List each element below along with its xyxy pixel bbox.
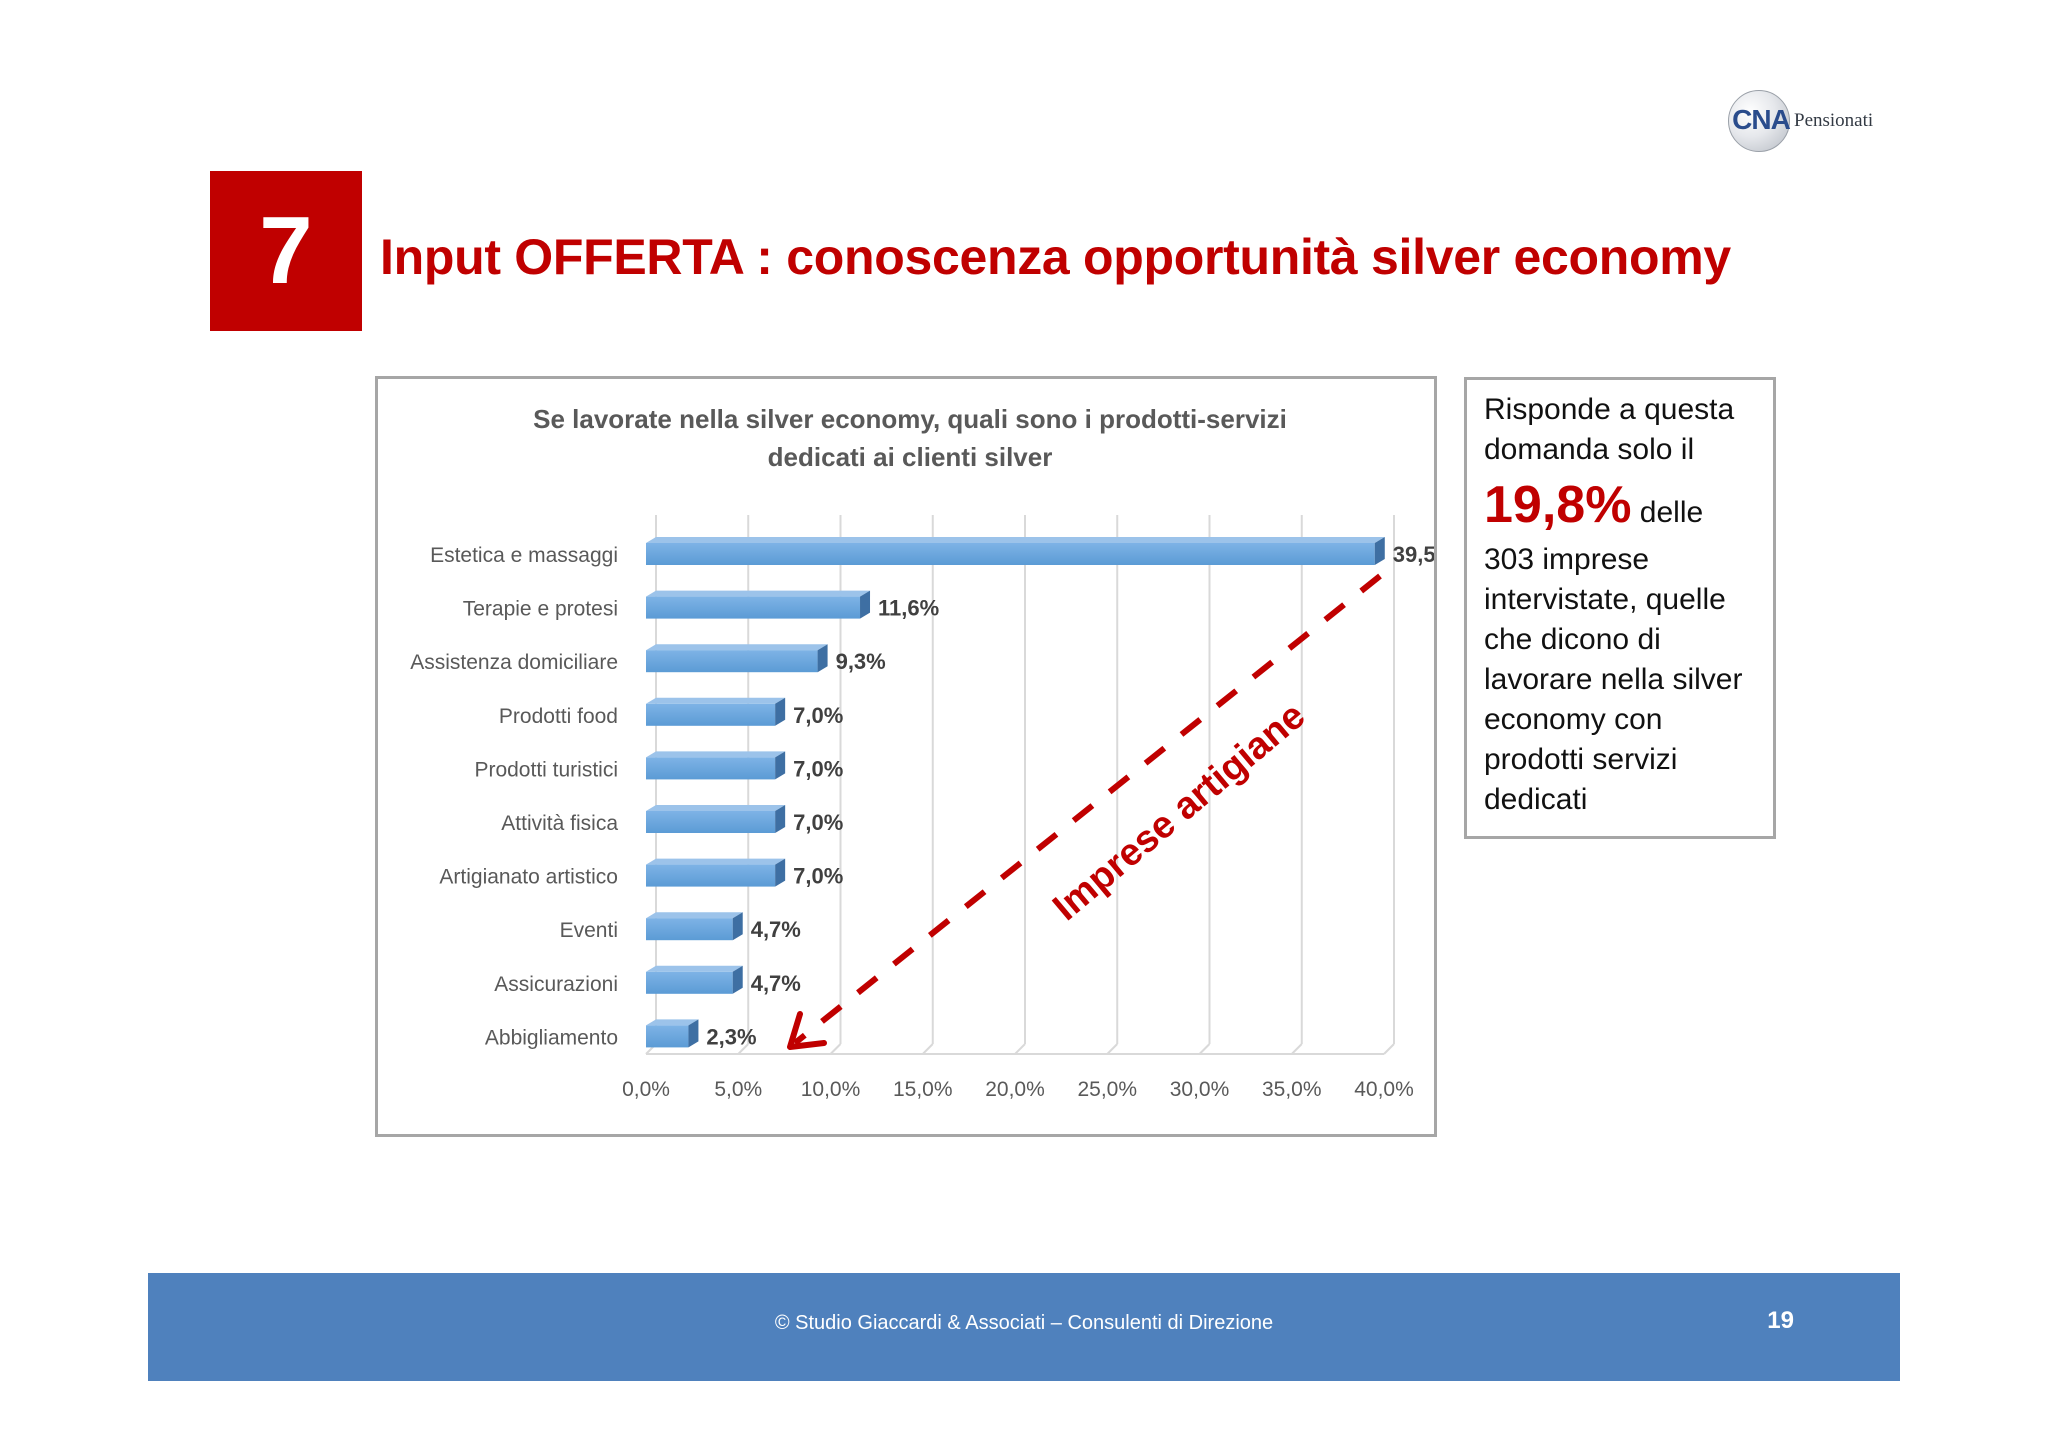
category-label: Prodotti turistici <box>474 758 618 781</box>
info-line-9: dedicati <box>1484 783 1588 816</box>
bar <box>646 757 776 780</box>
category-label: Assistenza domiciliare <box>410 651 618 674</box>
bar-top-face <box>646 644 828 651</box>
x-tick-label: 15,0% <box>893 1078 953 1101</box>
bar-side-face <box>688 1019 699 1048</box>
x-tick-label: 0,0% <box>622 1078 670 1101</box>
info-line-5: che dicono di <box>1484 623 1661 656</box>
highlight-percentage: 19,8% <box>1484 476 1632 534</box>
bar-top-face <box>646 858 786 865</box>
bar <box>646 703 776 726</box>
category-label: Artigianato artistico <box>439 866 618 889</box>
bar-side-face <box>775 858 786 887</box>
data-label: 7,0% <box>793 864 843 889</box>
category-label: Assicurazioni <box>494 973 618 996</box>
info-line-8: prodotti servizi <box>1484 743 1678 776</box>
cna-logo: CNA Pensionati <box>1728 88 1898 154</box>
category-label: Estetica e massaggi <box>430 544 618 567</box>
category-label: Terapie e protesi <box>463 598 618 621</box>
bar <box>646 543 1375 565</box>
bar-side-face <box>775 751 786 780</box>
bar-chart: Se lavorate nella silver economy, quali … <box>410 404 1434 1101</box>
bar <box>646 1025 689 1048</box>
annotation-arrow-line <box>793 573 1382 1046</box>
bar-side-face <box>860 590 871 619</box>
info-line-4: intervistate, quelle <box>1484 583 1726 616</box>
data-label: 11,6% <box>878 596 939 621</box>
footer-copyright: © Studio Giaccardi & Associati – Consule… <box>774 1312 1274 1334</box>
logo-emblem-icon <box>1728 90 1790 152</box>
bar-top-face <box>646 590 871 597</box>
x-tick-label: 5,0% <box>714 1078 762 1101</box>
highlight-suffix: delle <box>1639 496 1704 529</box>
bar-side-face <box>817 644 828 673</box>
info-box: Risponde a questa domanda solo il 19,8% … <box>1464 377 1776 839</box>
gridline-foot <box>1106 1043 1118 1055</box>
data-label: 4,7% <box>751 917 801 942</box>
data-label: 7,0% <box>793 810 843 835</box>
bar-top-face <box>646 805 786 811</box>
bar-side-face <box>732 965 743 994</box>
slide-number-badge: 7 <box>210 171 362 331</box>
x-tick-label: 35,0% <box>1262 1078 1322 1101</box>
info-line-2: domanda solo il <box>1484 433 1695 466</box>
bar <box>646 918 733 941</box>
bar-top-face <box>646 1019 699 1026</box>
gridline-foot <box>1383 1043 1395 1055</box>
bar-side-face <box>775 697 786 726</box>
data-label: 2,3% <box>706 1024 756 1049</box>
gridline-foot <box>829 1043 842 1055</box>
bar-top-face <box>646 697 786 704</box>
bar-side-face <box>732 912 743 941</box>
category-label: Eventi <box>560 919 618 942</box>
category-label: Prodotti food <box>499 705 618 728</box>
annotation-arrowhead-icon <box>787 1011 827 1050</box>
bar-side-face <box>1374 537 1385 565</box>
bar <box>646 971 733 994</box>
data-label: 4,7% <box>751 971 801 996</box>
page-number: 19 <box>1767 1307 1794 1334</box>
bar-top-face <box>646 965 743 972</box>
gridline-foot <box>737 1043 749 1055</box>
bar-top-face <box>646 751 786 758</box>
info-line-7: economy con <box>1484 703 1663 736</box>
info-line-3: 303 imprese <box>1484 543 1650 576</box>
footer-bar: © Studio Giaccardi & Associati – Consule… <box>148 1273 1900 1381</box>
logo-mark: CNA <box>1732 104 1791 135</box>
category-label: Abbigliamento <box>485 1026 618 1049</box>
data-label: 39,5% <box>1393 542 1434 567</box>
x-tick-label: 30,0% <box>1170 1078 1230 1101</box>
gridline-foot <box>922 1043 934 1055</box>
gridline-foot <box>1198 1043 1211 1055</box>
bar <box>646 864 776 887</box>
data-label: 7,0% <box>793 703 843 728</box>
chart-title-line-1: Se lavorate nella silver economy, quali … <box>533 404 1287 434</box>
bar-top-face <box>646 912 743 919</box>
bar-side-face <box>775 805 786 833</box>
category-label: Attività fisica <box>501 812 618 835</box>
bar <box>646 650 818 673</box>
data-label: 9,3% <box>836 649 886 674</box>
logo-text: Pensionati <box>1794 110 1874 131</box>
x-tick-label: 10,0% <box>801 1078 861 1101</box>
gridline-foot <box>1014 1043 1026 1055</box>
data-label: 7,0% <box>793 756 843 781</box>
bar <box>646 596 861 619</box>
bar <box>646 811 776 833</box>
x-tick-label: 20,0% <box>985 1078 1045 1101</box>
bar-top-face <box>646 537 1385 543</box>
info-line-6: lavorare nella silver <box>1484 663 1743 696</box>
chart-frame: Se lavorate nella silver economy, quali … <box>375 376 1437 1137</box>
chart-title-line-2: dedicati ai clienti silver <box>768 442 1053 472</box>
x-tick-label: 40,0% <box>1354 1078 1414 1101</box>
x-tick-label: 25,0% <box>1077 1078 1137 1101</box>
info-line-1: Risponde a questa <box>1484 393 1735 426</box>
info-highlight-line: 19,8% delle <box>1484 470 1773 540</box>
gridline-foot <box>1291 1043 1303 1055</box>
slide-title: Input OFFERTA : conoscenza opportunità s… <box>380 229 1731 285</box>
